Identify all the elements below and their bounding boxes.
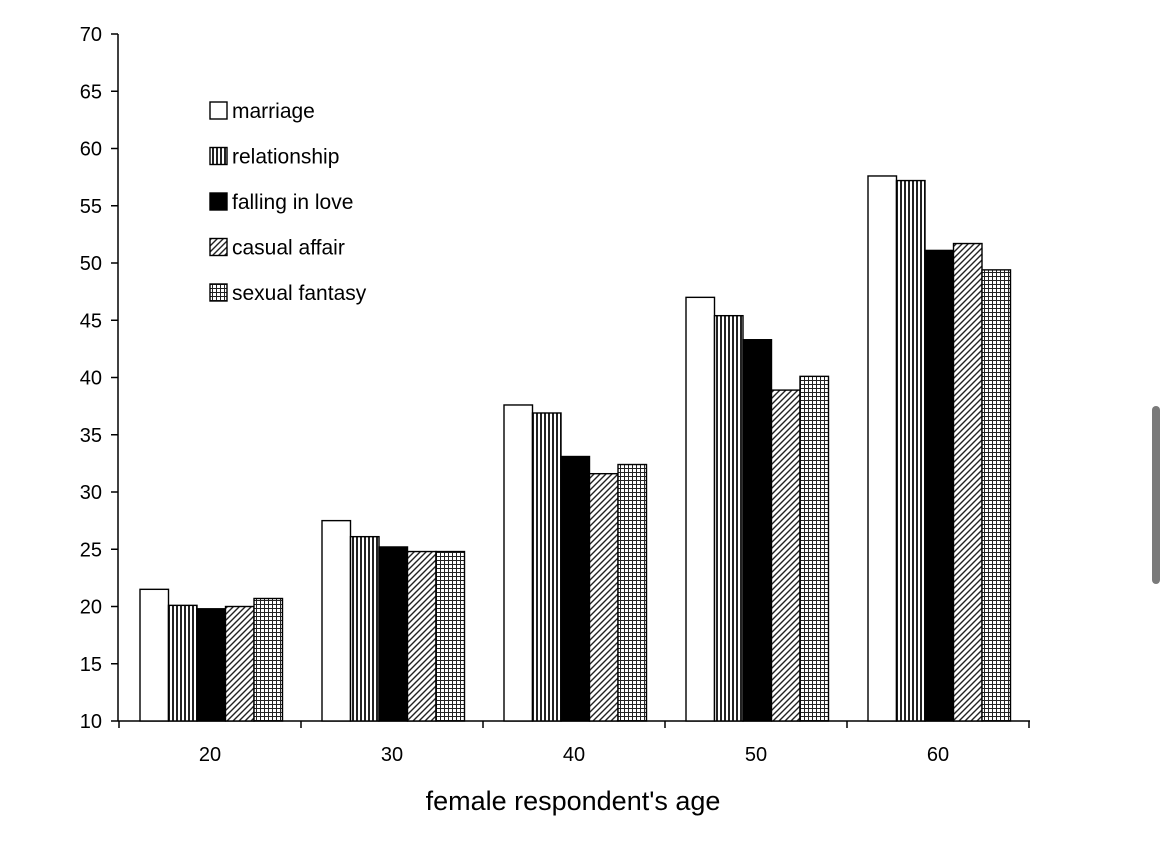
bar-casual-affair-40	[588, 472, 619, 722]
legend-label-relationship: relationship	[232, 146, 339, 169]
bar-marriage-20	[139, 588, 170, 722]
legend-label-marriage: marriage	[232, 100, 315, 123]
y-tick-label: 10	[80, 711, 102, 733]
bar-marriage-30	[321, 519, 352, 722]
bar-sexual-fantasy-30	[435, 550, 466, 722]
legend-swatch-sexual-fantasy	[209, 283, 228, 302]
bar-relationship-20	[167, 604, 198, 722]
y-tick-label: 55	[80, 196, 102, 218]
bar-marriage-40	[503, 404, 534, 722]
y-tick-label: 45	[80, 310, 102, 332]
legend: marriage relationship falling in love casua…	[209, 100, 367, 305]
bar-marriage-50	[685, 296, 716, 722]
legend-swatch-casual-affair	[209, 237, 228, 257]
y-tick-label: 15	[80, 654, 102, 676]
bar-sexual-fantasy-20	[253, 597, 284, 722]
x-tick-label: 30	[381, 744, 403, 766]
x-tick-label: 40	[563, 744, 585, 766]
y-axis: 10 15 20 25 30 35 40 45 50 55 60 65 70	[80, 24, 119, 733]
y-tick-label: 50	[80, 253, 102, 275]
bar-casual-affair-50	[770, 389, 801, 722]
y-tick-label: 20	[80, 597, 102, 619]
legend-label-falling-in-love: falling in love	[232, 191, 353, 214]
y-tick-label: 35	[80, 425, 102, 447]
x-tick-label: 60	[927, 744, 949, 766]
scrollbar[interactable]	[1152, 406, 1160, 584]
x-axis: 20 30 40 50 60	[118, 720, 1030, 766]
x-tick-label: 50	[745, 744, 767, 766]
y-tick-label: 70	[80, 24, 102, 46]
y-tick-label: 65	[80, 81, 102, 103]
bar-casual-affair-30	[406, 550, 437, 722]
x-axis-title: female respondent's age	[426, 786, 721, 816]
y-tick-label: 40	[80, 368, 102, 390]
bars	[139, 175, 1012, 722]
bar-sexual-fantasy-40	[617, 463, 648, 722]
bar-relationship-60	[895, 179, 926, 722]
bar-marriage-60	[867, 175, 898, 722]
bar-relationship-50	[713, 314, 744, 722]
bar-sexual-fantasy-60	[981, 269, 1012, 722]
bar-relationship-40	[531, 412, 562, 722]
bar-casual-affair-60	[952, 242, 983, 722]
y-tick-label: 30	[80, 482, 102, 504]
bar-falling-in-love-40	[560, 455, 591, 722]
legend-swatch-falling-in-love	[209, 192, 228, 211]
bar-casual-affair-20	[224, 605, 255, 722]
bar-sexual-fantasy-50	[799, 375, 830, 722]
y-tick-label: 25	[80, 539, 102, 561]
bar-falling-in-love-50	[742, 339, 773, 722]
bar-falling-in-love-60	[924, 249, 955, 722]
legend-swatch-marriage	[209, 101, 228, 120]
legend-label-sexual-fantasy: sexual fantasy	[232, 282, 367, 305]
x-tick-label: 20	[199, 744, 221, 766]
bar-falling-in-love-30	[378, 546, 409, 722]
legend-label-casual-affair: casual affair	[232, 237, 345, 260]
bar-relationship-30	[349, 535, 380, 722]
legend-swatch-relationship	[209, 146, 228, 166]
bar-falling-in-love-20	[196, 608, 227, 722]
y-tick-label: 60	[80, 139, 102, 161]
